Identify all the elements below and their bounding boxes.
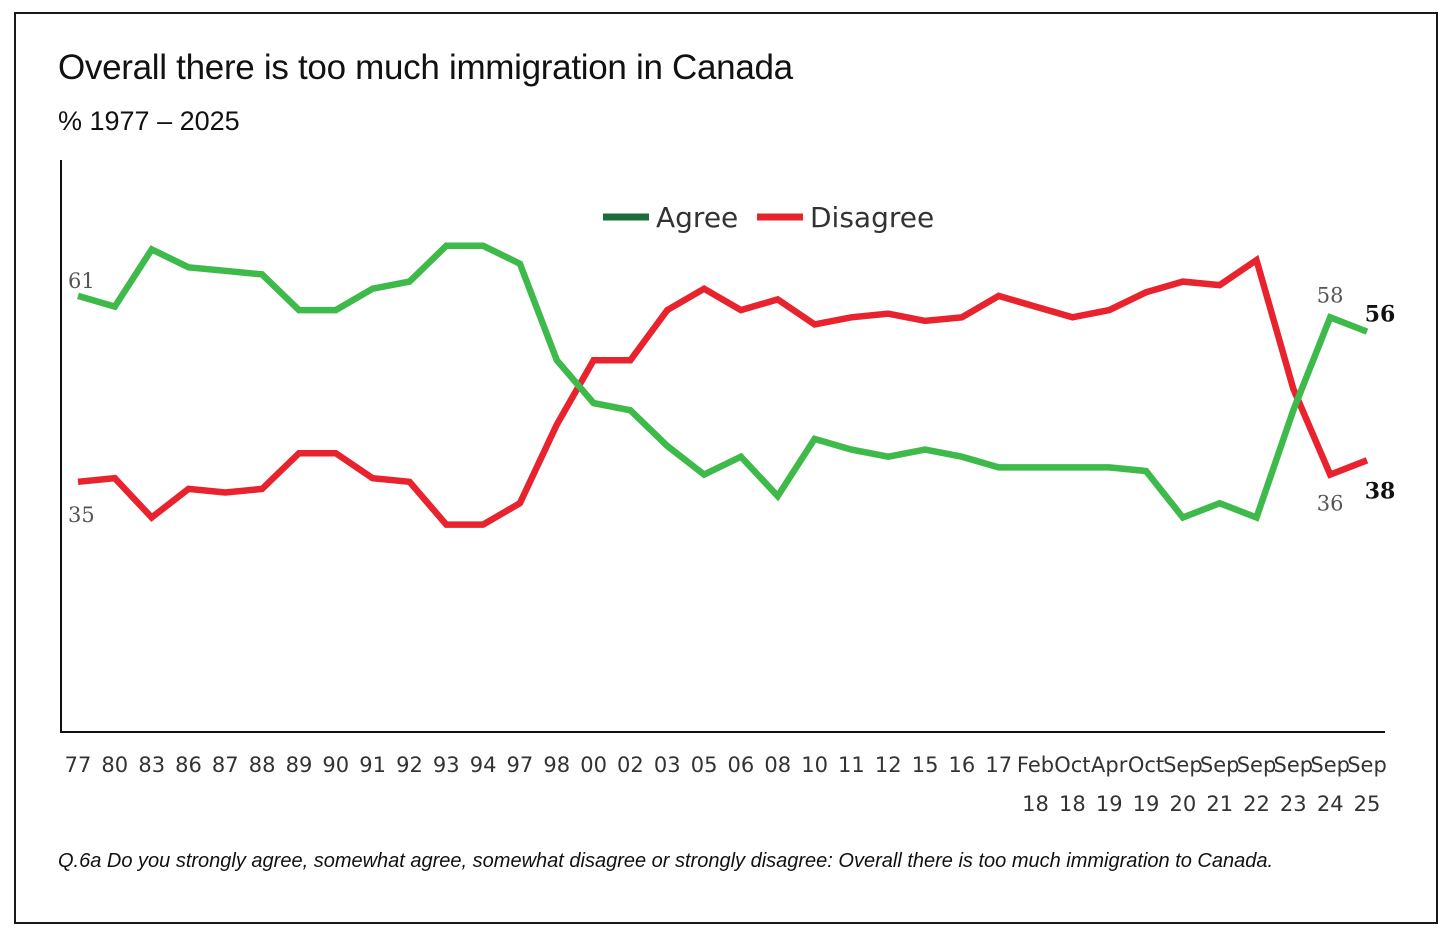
x-tick-10-0: 93 [433, 753, 460, 777]
x-tick-27-1: 18 [1059, 792, 1086, 816]
x-tick-0-0: 77 [65, 753, 92, 777]
x-tick-2-0: 83 [138, 753, 165, 777]
x-tick-31-0: Sep [1200, 753, 1240, 777]
x-tick-29-1: 19 [1133, 792, 1160, 816]
x-tick-30-1: 20 [1170, 792, 1197, 816]
x-tick-24-0: 16 [949, 753, 976, 777]
x-tick-32-0: Sep [1237, 753, 1277, 777]
series-line-disagree [77, 254, 1369, 528]
question-footnote: Q.6a Do you strongly agree, somewhat agr… [58, 850, 1274, 872]
x-tick-16-0: 03 [654, 753, 681, 777]
x-tick-28-1: 19 [1096, 792, 1123, 816]
data-labels: 61 58 56 35 36 38 [68, 269, 1395, 527]
series-layer [77, 242, 1369, 528]
x-tick-34-0: Sep [1310, 753, 1350, 777]
x-tick-32-1: 22 [1243, 792, 1270, 816]
x-tick-27-0: Oct [1054, 753, 1090, 777]
series-line-agree [77, 242, 1369, 522]
x-tick-23-0: 15 [912, 753, 939, 777]
x-tick-17-0: 05 [691, 753, 718, 777]
x-tick-35-0: Sep [1347, 753, 1387, 777]
chart-subtitle: % 1977 – 2025 [58, 106, 240, 136]
legend: Agree Disagree [603, 201, 934, 234]
x-tick-15-0: 02 [617, 753, 644, 777]
x-tick-18-0: 06 [728, 753, 755, 777]
x-tick-4-0: 87 [212, 753, 239, 777]
data-label-agree-35: 56 [1365, 302, 1396, 328]
x-tick-1-0: 80 [101, 753, 128, 777]
x-tick-19-0: 08 [764, 753, 791, 777]
x-tick-9-0: 92 [396, 753, 423, 777]
data-label-disagree-35: 38 [1365, 478, 1396, 504]
x-tick-26-1: 18 [1022, 792, 1049, 816]
data-label-agree-34: 58 [1317, 283, 1344, 307]
x-tick-8-0: 91 [359, 753, 386, 777]
x-tick-31-1: 21 [1206, 792, 1233, 816]
x-tick-7-0: 90 [322, 753, 349, 777]
x-tick-35-1: 25 [1354, 792, 1381, 816]
x-tick-33-1: 23 [1280, 792, 1307, 816]
legend-label-disagree: Disagree [810, 201, 934, 234]
x-tick-14-0: 00 [580, 753, 607, 777]
data-label-disagree-0: 35 [68, 503, 95, 527]
x-tick-labels: 77 80 83 86 87 88 89 90 91 92 93 94 97 98 00 02 03 05 06 08… [65, 753, 1387, 816]
chart-title: Overall there is too much immigration in… [58, 48, 793, 87]
x-tick-33-0: Sep [1274, 753, 1314, 777]
x-tick-29-0: Oct [1128, 753, 1164, 777]
x-tick-22-0: 12 [875, 753, 902, 777]
x-tick-30-0: Sep [1163, 753, 1203, 777]
data-label-disagree-34: 36 [1317, 492, 1344, 516]
x-tick-5-0: 88 [249, 753, 276, 777]
x-tick-28-0: Apr [1091, 753, 1128, 777]
x-tick-21-0: 11 [838, 753, 865, 777]
x-tick-13-0: 98 [543, 753, 570, 777]
x-tick-11-0: 94 [470, 753, 497, 777]
x-tick-3-0: 86 [175, 753, 202, 777]
legend-label-agree: Agree [656, 201, 738, 234]
x-tick-25-0: 17 [985, 753, 1012, 777]
x-tick-12-0: 97 [507, 753, 534, 777]
x-tick-20-0: 10 [801, 753, 828, 777]
chart-frame [14, 12, 1438, 924]
x-tick-34-1: 24 [1317, 792, 1344, 816]
x-tick-6-0: 89 [286, 753, 313, 777]
x-tick-26-0: Feb [1017, 753, 1054, 777]
data-label-agree-0: 61 [68, 269, 95, 293]
